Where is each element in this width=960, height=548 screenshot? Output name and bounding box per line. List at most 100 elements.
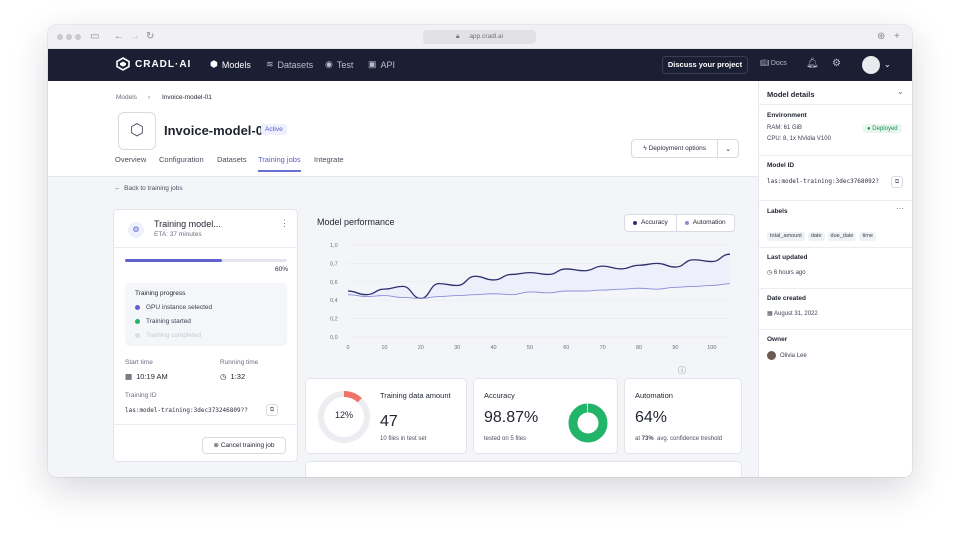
reload-icon[interactable]: ↻ — [146, 31, 155, 42]
nav-models[interactable]: ⬢ Models — [210, 59, 251, 70]
details-title: Model details — [767, 90, 815, 99]
nav-test[interactable]: ◉ Test — [325, 59, 353, 70]
date-created-value: ▦ August 31, 2022 — [767, 310, 818, 317]
y-tick-label: 0,4 — [330, 298, 338, 304]
model-id-value: las:model-training:3dec3768092? — [767, 178, 879, 185]
copy-icon[interactable]: ⧉ — [266, 404, 278, 416]
nav-datasets[interactable]: ≋ Datasets — [266, 59, 313, 70]
arrow-left-icon: ← — [114, 185, 125, 192]
progress-percent: 60% — [274, 266, 288, 273]
chevron-down-icon[interactable]: ⌄ — [897, 87, 904, 96]
download-icon[interactable]: ⊕ — [877, 31, 886, 42]
series-band — [348, 254, 730, 299]
tab-datasets[interactable]: Datasets — [217, 155, 247, 164]
back-to-training-jobs-link[interactable]: ← Back to training jobs — [114, 185, 183, 192]
label-chip[interactable]: total_amount — [767, 231, 805, 241]
owner-avatar — [767, 351, 776, 360]
last-updated-section: Last updated ◷ 6 hours ago — [759, 248, 912, 289]
owner-section: Owner Olivia Lee — [759, 330, 912, 371]
cancel-icon: ⊗ — [213, 442, 221, 449]
label-chip[interactable]: time — [859, 231, 876, 241]
gear-icon[interactable]: ⚙ — [832, 58, 841, 69]
copy-icon[interactable]: ⧉ — [891, 176, 903, 188]
info-icon[interactable]: ⓘ — [678, 366, 686, 375]
chart-legend: Accuracy Automation — [624, 214, 735, 232]
labels-section: Labels ⋯ total_amount date due_date time — [759, 201, 912, 248]
tab-integrate[interactable]: Integrate — [314, 155, 344, 164]
browser-window: ▭ ← → ↻ 🔒︎ app.cradl.ai ⊕ + CRADL·AI ⬢ Mod… — [48, 25, 912, 477]
step-gpu-selected: GPU instance selected — [135, 304, 212, 311]
training-data-title: Training data amount — [380, 391, 451, 400]
environment-section: Environment RAM: 61 GiB CPU: 8, 1x NVidi… — [759, 105, 912, 156]
date-created-text: August 31, 2022 — [774, 311, 818, 317]
nav-label: Models — [221, 59, 251, 70]
book-icon: 📖︎ — [760, 60, 771, 67]
back-label: Back to training jobs — [124, 185, 183, 192]
legend-dot-icon — [684, 221, 689, 225]
model-performance-title: Model performance — [317, 217, 395, 227]
new-tab-icon[interactable]: + — [894, 31, 900, 42]
breadcrumb-separator-icon: › — [148, 94, 151, 101]
nav-api[interactable]: ▣ API — [368, 59, 395, 70]
tab-overview[interactable]: Overview — [115, 155, 147, 164]
model-details-panel: Model details ⌄ Environment RAM: 61 GiB … — [758, 81, 912, 477]
cradl-logo-icon — [116, 57, 130, 71]
forward-arrow-icon[interactable]: → — [130, 31, 140, 42]
window-dot[interactable] — [75, 34, 81, 40]
training-progress-card: ⚙ Training model... ETA: 37 minutes ⋮ 60… — [113, 209, 298, 462]
lock-icon: 🔒︎ — [455, 33, 460, 40]
training-data-sub: 10 files in test set — [380, 436, 427, 442]
sidebar-toggle-icon[interactable]: ▭ — [90, 31, 100, 42]
accuracy-card: Accuracy 98.87% tested on 5 files — [473, 378, 618, 454]
legend-accuracy[interactable]: Accuracy — [625, 215, 677, 231]
y-tick-label: 0,6 — [330, 280, 338, 286]
bell-icon[interactable]: 🔔︎ — [806, 58, 819, 69]
step-label: Training completed — [146, 332, 202, 339]
nav-label: Datasets — [277, 59, 314, 70]
tab-configuration[interactable]: Configuration — [159, 155, 204, 164]
address-bar[interactable]: 🔒︎ app.cradl.ai — [423, 30, 536, 44]
accuracy-value: 98.87% — [484, 409, 539, 426]
breadcrumb-current: Invoice-model-01 — [162, 94, 212, 101]
window-dot[interactable] — [57, 34, 63, 40]
calendar-icon: ▦ — [125, 372, 133, 381]
code-icon: ▣ — [368, 59, 377, 69]
chevron-down-icon[interactable]: ⌄ — [884, 60, 891, 69]
user-avatar[interactable] — [862, 56, 880, 74]
model-id-section: Model ID las:model-training:3dec3768092?… — [759, 156, 912, 201]
deployment-options-button[interactable]: ϟ Deployment options ⌄ — [631, 139, 739, 158]
running-time-text: 1:32 — [230, 372, 246, 381]
chevron-down-icon[interactable]: ⌄ — [725, 145, 732, 153]
more-horizontal-icon[interactable]: ⋯ — [896, 204, 904, 213]
label-chip[interactable]: due_date — [827, 231, 857, 241]
cube-icon: ⬢ — [210, 59, 218, 69]
legend-automation[interactable]: Automation — [677, 215, 734, 231]
deployed-label: Deployed — [872, 125, 898, 132]
discuss-project-button[interactable]: Discuss your project — [662, 56, 748, 74]
labels-chips: total_amount date due_date time — [767, 224, 879, 242]
label-chip[interactable]: date — [807, 231, 825, 241]
back-arrow-icon[interactable]: ← — [114, 31, 124, 42]
automation-sub-text: avg. confidence treshold — [657, 436, 723, 442]
running-time-value: ◷ 1:32 — [220, 372, 245, 381]
model-id-label: Model ID — [767, 162, 795, 169]
accuracy-ring — [568, 403, 608, 443]
y-tick-label: 0,7 — [330, 261, 338, 267]
step-training-completed: Training completed — [135, 332, 201, 339]
logo[interactable]: CRADL·AI — [116, 57, 191, 71]
automation-title: Automation — [635, 391, 673, 400]
date-created-label: Date created — [767, 295, 807, 302]
cancel-training-job-button[interactable]: ⊗ Cancel training job — [202, 437, 286, 454]
accuracy-line — [347, 253, 731, 300]
tab-training-jobs[interactable]: Training jobs — [258, 155, 301, 172]
more-vertical-icon[interactable]: ⋮ — [280, 218, 289, 228]
training-data-card: 12% Training data amount 47 10 files in … — [305, 378, 467, 454]
x-tick-label: 40 — [490, 345, 496, 351]
window-dot[interactable] — [66, 34, 72, 40]
automation-sub-prefix: at — [635, 436, 641, 442]
environment-cpu: CPU: 8, 1x NVidia V100 — [767, 136, 831, 142]
docs-link[interactable]: 📖︎ Docs — [760, 59, 787, 67]
breadcrumb-models[interactable]: Models — [116, 94, 137, 101]
automation-sub-strong: 73% — [641, 436, 654, 442]
automation-line — [347, 283, 731, 299]
